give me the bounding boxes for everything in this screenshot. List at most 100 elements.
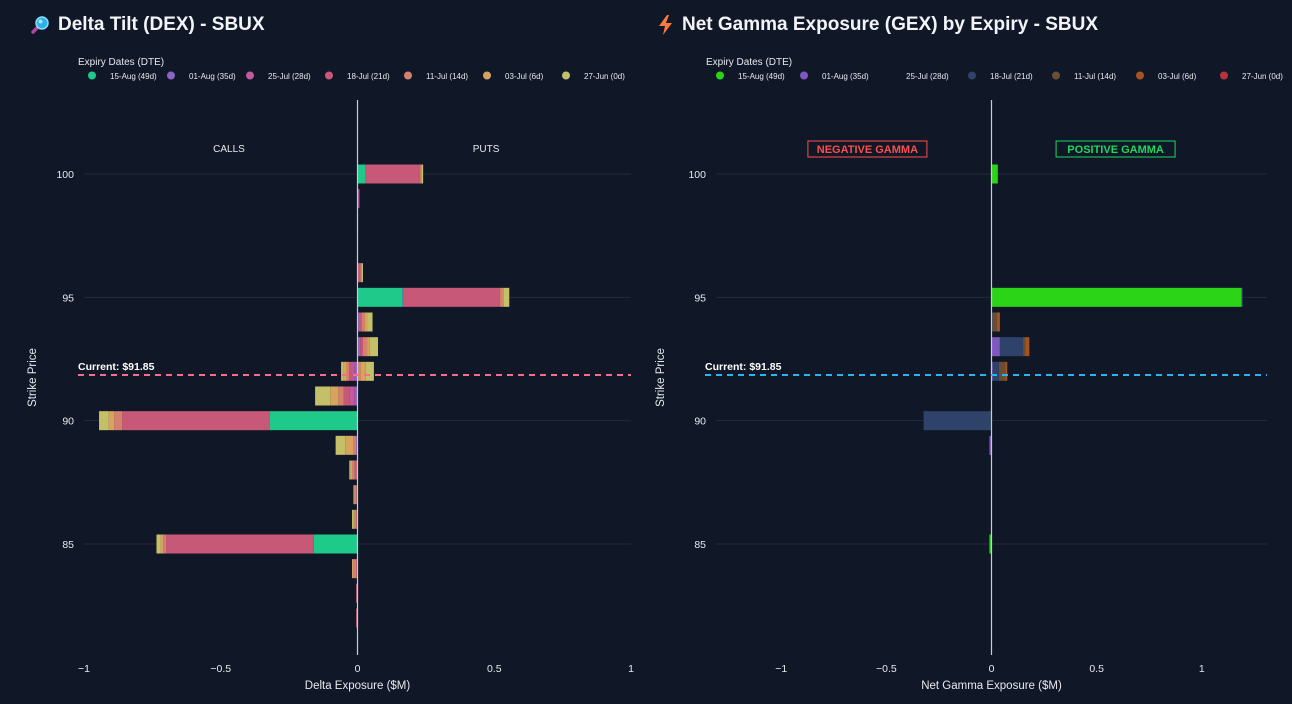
legend-marker xyxy=(483,71,491,80)
y-tick-label: 90 xyxy=(62,416,74,428)
x-tick-label: 0 xyxy=(355,663,361,675)
dex-put-bar xyxy=(421,164,424,184)
negative-gamma-label: NEGATIVE GAMMA xyxy=(817,144,918,156)
dex-call-bar xyxy=(352,559,354,579)
dex-call-bar xyxy=(160,534,164,554)
legend-label: 27-Jun (0d) xyxy=(1242,72,1283,81)
dex-call-bar xyxy=(343,361,347,381)
legend-label: 18-Jul (21d) xyxy=(990,72,1033,81)
magnifier-icon xyxy=(31,16,49,34)
dex-call-bar xyxy=(350,460,353,480)
y-tick-label: 95 xyxy=(694,292,706,304)
gex-bar xyxy=(998,361,1006,381)
y-tick-label: 85 xyxy=(694,539,706,551)
gex-chart: 85 90 95 100 −1 −0.5 0 0.5 1 Net Gamma Exposure (… xyxy=(655,57,1283,692)
legend-title: Expiry Dates (DTE) xyxy=(78,57,164,68)
gex-bar xyxy=(923,411,991,431)
dex-put-bar xyxy=(499,287,503,307)
legend-marker xyxy=(1220,71,1228,80)
dex-call-bar xyxy=(352,460,355,480)
legend-marker xyxy=(88,71,96,80)
legend-marker xyxy=(325,71,333,80)
legend-label: 01-Aug (35d) xyxy=(189,72,236,81)
dex-put-bar xyxy=(361,263,363,283)
gex-bar xyxy=(996,312,1000,332)
dex-call-bar xyxy=(330,386,339,406)
dex-call-bar xyxy=(356,583,358,603)
dex-call-bar xyxy=(114,411,123,431)
dex-put-bar xyxy=(358,312,362,332)
dex-call-bar xyxy=(356,608,358,628)
legend-marker xyxy=(562,71,570,80)
dex-call-bar xyxy=(166,534,314,554)
dex-put-bar xyxy=(357,287,403,307)
x-tick-label: −0.5 xyxy=(876,663,897,675)
calls-label: CALLS xyxy=(213,144,245,155)
dex-put-bar xyxy=(360,337,363,357)
dex-put-bar xyxy=(502,287,504,307)
gex-bar xyxy=(999,337,1024,357)
gex-bar xyxy=(991,287,1242,307)
dex-call-bar xyxy=(345,435,354,455)
negative-gamma-box xyxy=(807,140,928,158)
dex-call-bar xyxy=(108,411,115,431)
dex-panel: Delta Tilt (DEX) - SBUX 85 90 95 100 −1 −0.5 0… xyxy=(27,14,634,692)
dex-put-bar xyxy=(362,337,368,357)
legend-label: 18-Jul (21d) xyxy=(347,72,390,81)
gex-title: Net Gamma Exposure (GEX) by Expiry - SBU… xyxy=(658,14,1098,36)
legend-label: 15-Aug (49d) xyxy=(738,72,785,81)
y-tick-label: 100 xyxy=(688,169,706,181)
puts-label: PUTS xyxy=(473,144,500,155)
dex-put-bar xyxy=(367,337,370,357)
dex-call-bar xyxy=(353,485,355,505)
y-axis-title: Strike Price xyxy=(27,348,39,407)
dex-call-bar xyxy=(354,509,357,529)
legend-label: 25-Jul (28d) xyxy=(906,72,949,81)
legend-title: Expiry Dates (DTE) xyxy=(706,57,792,68)
y-tick-label: 85 xyxy=(62,539,74,551)
dex-call-bar xyxy=(313,534,358,554)
x-tick-label: −1 xyxy=(78,663,90,675)
gex-panel: Net Gamma Exposure (GEX) by Expiry - SBU… xyxy=(646,0,1292,704)
legend-label: 27-Jun (0d) xyxy=(584,72,625,81)
legend-marker xyxy=(968,71,976,80)
dex-call-bar xyxy=(335,435,346,455)
dex-call-bar xyxy=(269,411,358,431)
x-tick-label: 1 xyxy=(1199,663,1205,675)
current-price-label: Current: $91.85 xyxy=(705,361,782,373)
legend-label: 15-Aug (49d) xyxy=(110,72,157,81)
dex-call-bar xyxy=(349,361,353,381)
legend-marker xyxy=(884,71,892,80)
dex-call-bar xyxy=(356,559,358,579)
dex-call-bar xyxy=(354,460,358,480)
dex-put-bar xyxy=(357,164,366,184)
dex-put-bar xyxy=(365,361,374,381)
dex-put-bar xyxy=(361,312,365,332)
dex-put-bar xyxy=(364,312,368,332)
y-tick-label: 95 xyxy=(62,292,74,304)
dex-put-bar xyxy=(357,361,361,381)
dex-chart: 85 90 95 100 −1 −0.5 0 0.5 1 Delta Exposure ($M) S… xyxy=(27,57,634,692)
dex-call-bar xyxy=(356,509,358,529)
dex-call-bar xyxy=(346,361,350,381)
dex-call-bar xyxy=(352,509,354,529)
legend-label: 11-Jul (14d) xyxy=(1074,72,1116,81)
y-axis-title: Strike Price xyxy=(655,348,667,407)
dex-call-bar xyxy=(341,361,344,381)
gex-bar xyxy=(991,164,998,184)
x-tick-label: 0.5 xyxy=(1089,663,1104,675)
legend-label: 01-Aug (35d) xyxy=(822,72,869,81)
x-tick-label: 1 xyxy=(628,663,634,675)
gex-bar xyxy=(992,312,997,332)
dex-put-bar xyxy=(360,263,362,283)
dex-put-bar xyxy=(403,287,500,307)
dex-call-bar xyxy=(352,361,355,381)
dex-call-bar xyxy=(354,361,358,381)
y-tick-label: 100 xyxy=(56,169,74,181)
dex-call-bar xyxy=(349,460,351,480)
gex-title-text: Net Gamma Exposure (GEX) by Expiry - SBU… xyxy=(682,14,1099,35)
dex-call-bar xyxy=(163,534,167,554)
dex-put-bar xyxy=(420,164,422,184)
dex-put-bar xyxy=(358,189,360,209)
legend-marker xyxy=(246,71,254,80)
